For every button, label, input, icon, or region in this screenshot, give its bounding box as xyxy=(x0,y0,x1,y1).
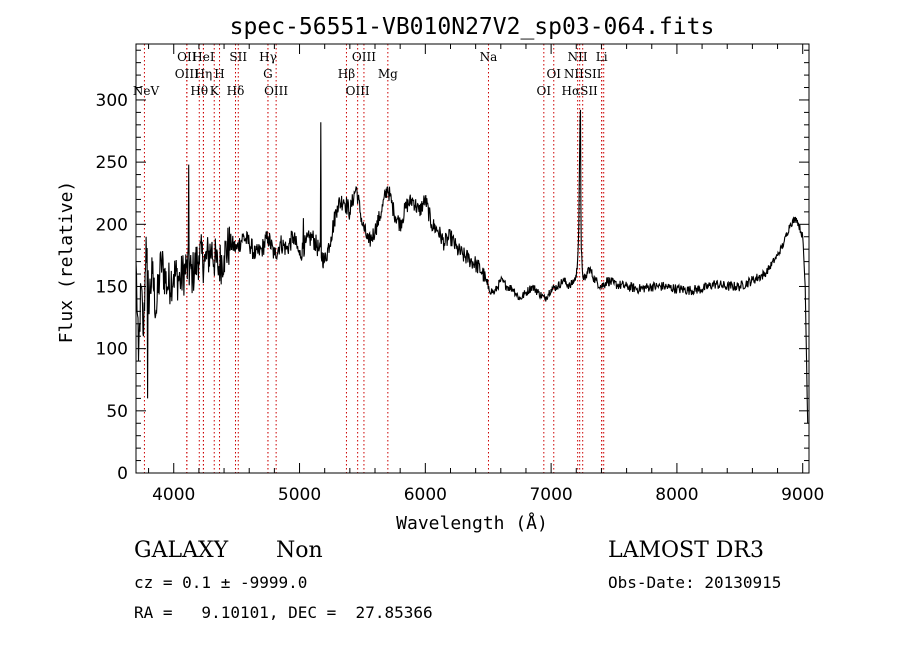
line-label-9: SII xyxy=(229,50,247,64)
x-tick-label-2: 6000 xyxy=(404,485,447,505)
line-label-3: Hθ xyxy=(190,84,208,98)
survey-label: LAMOST DR3 xyxy=(608,538,764,563)
line-label-22: NIISII xyxy=(564,67,602,81)
line-label-16: Mg xyxy=(378,67,398,81)
line-label-0: NeV xyxy=(133,84,160,98)
line-label-11: G xyxy=(263,67,273,81)
line-label-18: OI xyxy=(546,67,561,81)
y-tick-label-2: 100 xyxy=(96,340,128,360)
x-tick-label-3: 7000 xyxy=(529,485,572,505)
class-label: GALAXY xyxy=(134,538,229,563)
y-tick-label-0: 0 xyxy=(117,464,128,484)
y-tick-label-6: 300 xyxy=(96,91,128,111)
x-tick-label-1: 5000 xyxy=(278,485,321,505)
line-label-1: OII xyxy=(177,50,197,64)
x-axis-label: Wavelength (Å) xyxy=(396,512,548,534)
line-label-23: HαSII xyxy=(562,84,599,98)
line-label-6: K xyxy=(210,84,220,98)
line-label-2: OIII xyxy=(175,67,199,81)
y-tick-label-5: 250 xyxy=(96,153,128,173)
x-axis-ticks: 4000 5000 6000 7000 8000 9000 xyxy=(148,44,824,505)
plot-frame xyxy=(135,43,810,474)
y-axis-ticks: 0 50 100 150 200 250 300 xyxy=(96,49,809,484)
y-tick-label-3: 150 xyxy=(96,277,128,297)
line-label-13: OIII xyxy=(352,50,376,64)
x-tick-label-5: 9000 xyxy=(781,485,824,505)
subclass-label: Non xyxy=(276,538,323,563)
line-label-21: Li xyxy=(596,50,608,64)
line-label-5: Hη xyxy=(195,67,213,81)
line-label-19: OI xyxy=(537,84,552,98)
y-tick-label-4: 200 xyxy=(96,215,128,235)
line-label-8: Hδ xyxy=(227,84,245,98)
line-label-20: NII xyxy=(568,50,588,64)
obs-date-line: Obs-Date: 20130915 xyxy=(608,573,782,592)
x-tick-label-4: 8000 xyxy=(655,485,698,505)
redshift-line: cz = 0.1 ± -9999.0 xyxy=(134,573,308,592)
y-axis-label: Flux (relative) xyxy=(56,181,77,344)
coordinates-line: RA = 9.10101, DEC = 27.85366 xyxy=(134,603,433,622)
line-label-17: Na xyxy=(480,50,498,64)
spectrum-series-line xyxy=(135,109,809,424)
line-label-7: H xyxy=(214,67,224,81)
line-label-15: OIII xyxy=(346,84,370,98)
chart-title: spec-56551-VB010N27V2_sp03-064.fits xyxy=(230,14,715,40)
y-tick-label-1: 50 xyxy=(106,402,128,422)
emission-line-markers xyxy=(143,44,605,473)
line-label-4: HeI xyxy=(192,50,215,64)
line-label-12: OIII xyxy=(264,84,288,98)
x-tick-label-0: 4000 xyxy=(152,485,195,505)
line-label-14: Hβ xyxy=(338,67,355,81)
line-label-10: Hγ xyxy=(259,50,277,64)
